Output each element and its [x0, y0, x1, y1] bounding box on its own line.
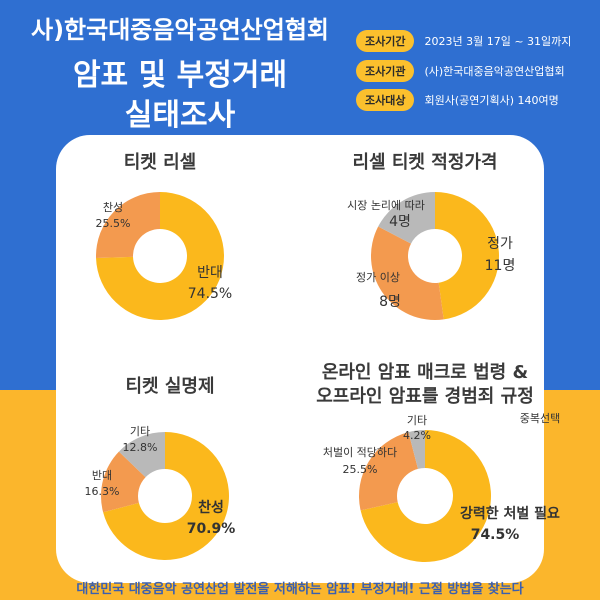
slice-value: 25.5%: [95, 217, 131, 230]
slice-value: 25.5%: [342, 463, 378, 476]
slice-label: 찬성: [102, 201, 124, 214]
header-subtitle: 실태조사: [124, 98, 236, 133]
donut-slice: [359, 432, 418, 511]
note-multiple-choice: 중복선택: [519, 412, 561, 425]
donut-fair-price: [371, 192, 499, 320]
donut-slice: [100, 451, 146, 513]
slice-label: 반대: [91, 469, 113, 482]
slice-label: 기타: [406, 414, 428, 427]
donut-slice: [96, 192, 224, 321]
donut-slice: [96, 192, 160, 259]
info-row-period: 조사기간 2023년 3월 17일 ~ 31일까지: [356, 30, 571, 52]
slice-value: 74.5%: [187, 286, 233, 302]
donut-slice: [118, 432, 165, 478]
info-row-target: 조사대상 회원사(공연기획사) 140여명: [356, 89, 559, 111]
info-badge: 조사대상: [356, 89, 415, 111]
slice-value: 8명: [379, 294, 401, 310]
slice-label: 찬성: [198, 500, 224, 516]
donut-slice: [371, 226, 444, 320]
donut-real-name: [100, 432, 229, 560]
chart-title-line1: 온라인 암표 매크로 법령 &: [321, 362, 529, 383]
slice-value: 4명: [389, 214, 411, 230]
slice-label: 강력한 처벌 필요: [460, 506, 560, 522]
donut-slice: [103, 432, 229, 560]
donut-slice: [360, 430, 491, 562]
donut-slice: [435, 192, 499, 320]
slice-label: 정가: [487, 236, 513, 252]
donut-law: [359, 430, 491, 562]
chart-title-line2: 오프라인 암표를 경범죄 규정: [316, 386, 534, 407]
slice-label: 처벌이 적당하다: [322, 446, 398, 459]
slice-value: 16.3%: [84, 485, 120, 498]
info-row-org: 조사기관 (사)한국대중음악공연산업협회: [356, 60, 565, 82]
slice-value: 4.2%: [403, 429, 431, 442]
header-title: 암표 및 부정거래: [72, 58, 288, 93]
donut-resale: [96, 192, 224, 321]
footer-slogan: 대한민국 대중음악 공연산업 발전을 저해하는 암표! 부정거래! 근절 방법을…: [76, 582, 524, 597]
slice-value: 12.8%: [122, 441, 158, 454]
donut-slice: [378, 192, 435, 244]
info-value: 회원사(공연기획사) 140여명: [424, 94, 559, 107]
slice-label: 시장 논리에 따라: [347, 199, 425, 212]
chart-title: 티켓 리셀: [123, 152, 197, 173]
chart-title: 티켓 실명제: [125, 376, 215, 397]
chart-title: 리셀 티켓 적정가격: [352, 152, 498, 173]
slice-value: 74.5%: [470, 527, 520, 543]
slice-label: 기타: [129, 425, 151, 438]
info-value: (사)한국대중음악공연산업협회: [424, 65, 565, 78]
slice-label: 정가 이상: [356, 271, 400, 284]
slice-label: 반대: [197, 265, 223, 281]
header-org: 사)한국대중음악공연산업협회: [30, 16, 329, 44]
info-badge: 조사기간: [356, 30, 415, 52]
info-value: 2023년 3월 17일 ~ 31일까지: [424, 35, 572, 48]
donut-slice: [408, 430, 425, 469]
info-badge: 조사기관: [356, 60, 415, 82]
slice-value: 70.9%: [186, 521, 236, 537]
slice-value: 11명: [484, 258, 516, 274]
